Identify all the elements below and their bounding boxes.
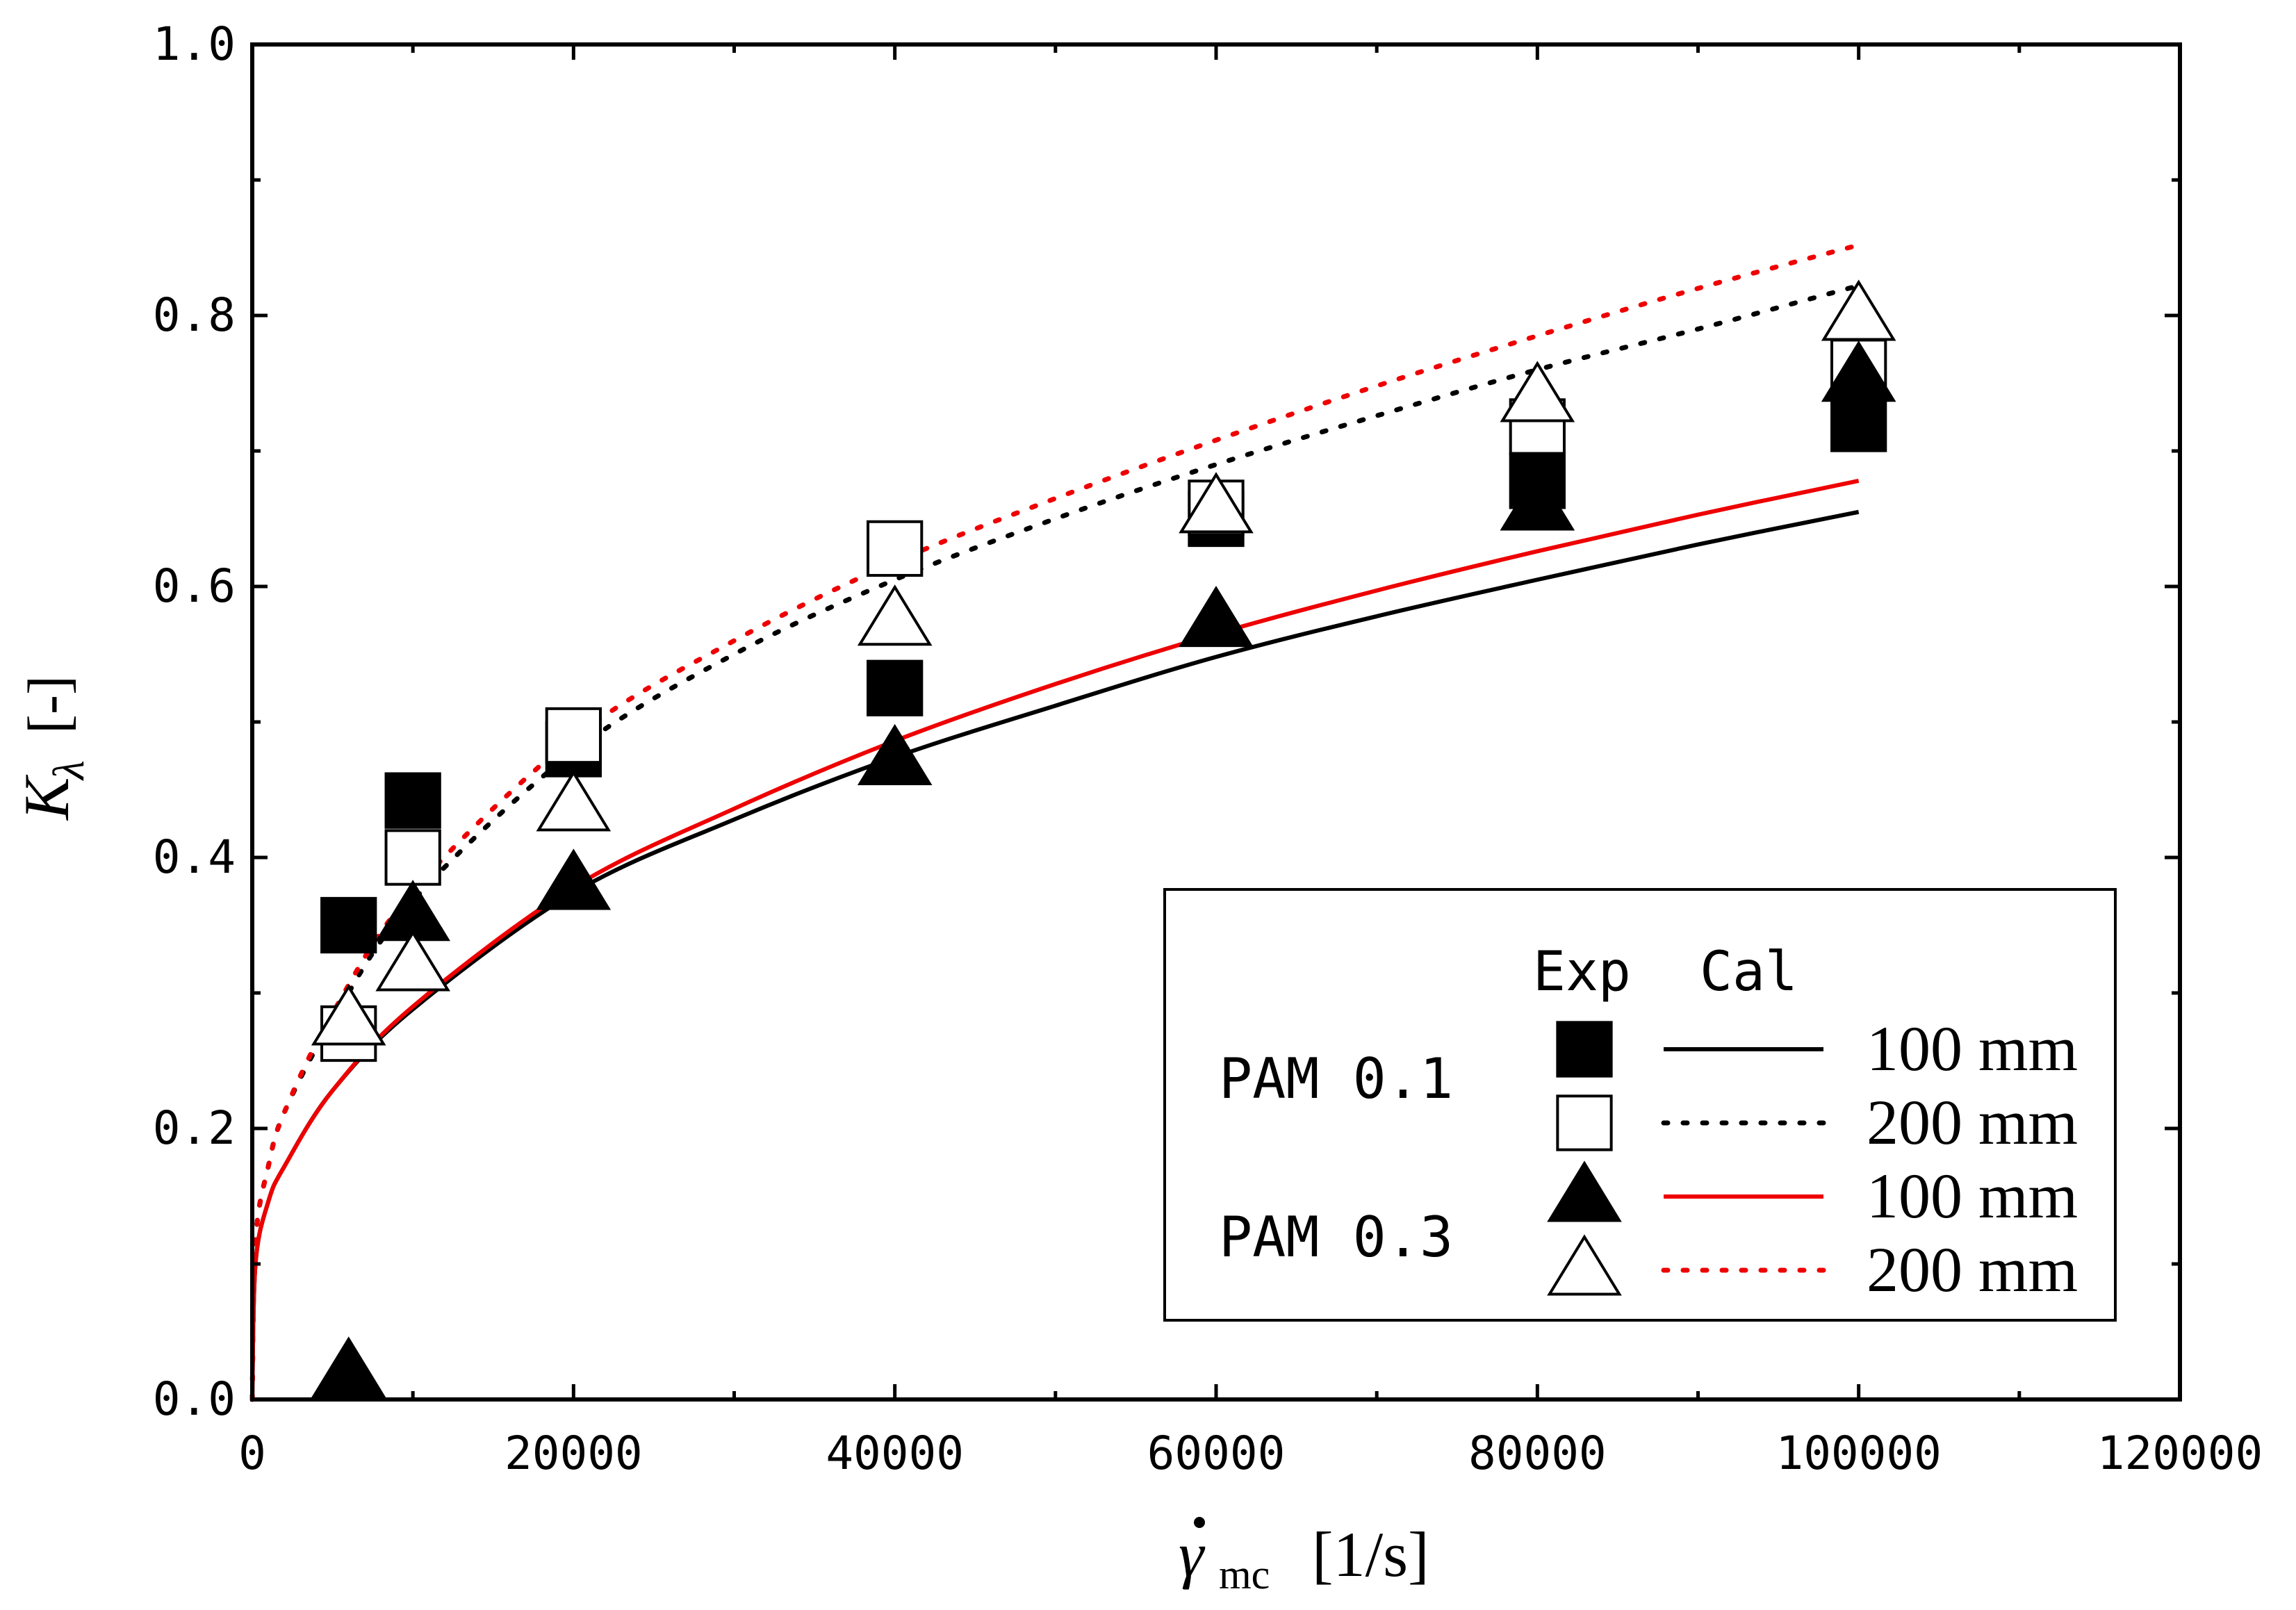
x-axis-symbol: γ	[1179, 1519, 1206, 1590]
calc-curve-3	[249, 243, 1862, 1402]
x-tick-label: 20000	[505, 1427, 643, 1480]
y-tick-label: 1.0	[153, 17, 236, 71]
x-tick-label: 80000	[1468, 1427, 1607, 1480]
legend-group-pam-0-3: PAM 0.3	[1219, 1205, 1453, 1270]
x-tick-label: 100000	[1776, 1427, 1941, 1480]
calc-curve-2	[250, 478, 1860, 1400]
x-axis-dot	[1194, 1517, 1205, 1528]
axis-ticks	[250, 42, 2182, 1402]
exp-point-filled-triangle	[1500, 469, 1575, 531]
exp-point-open-triangle	[1179, 472, 1254, 534]
exp-point-filled-triangle	[311, 1336, 386, 1398]
exp-point-open-square	[545, 707, 602, 764]
y-tick-label: 0.0	[153, 1372, 236, 1426]
y-tick-label: 0.4	[153, 830, 236, 884]
legend-marker-filled-square	[1556, 1021, 1613, 1078]
y-axis-subscript: λ	[44, 760, 93, 781]
exp-point-open-triangle	[1821, 279, 1896, 341]
exp-point-filled-triangle	[1179, 586, 1254, 648]
y-tick-label: 0.8	[153, 288, 236, 342]
y-axis-symbol: K	[11, 774, 82, 821]
exp-point-filled-square	[384, 772, 441, 829]
exp-point-filled-square	[1830, 395, 1887, 452]
exp-point-open-triangle	[1500, 361, 1575, 422]
legend-row-label: 100 mm	[1867, 1160, 2078, 1231]
legend-header-exp: Exp	[1533, 941, 1631, 1003]
x-axis-title: γ mc [1/s]	[1179, 1517, 1429, 1597]
x-tick-label: 0	[238, 1427, 266, 1480]
legend-row-label: 200 mm	[1867, 1234, 2078, 1305]
exp-point-filled-triangle	[857, 723, 933, 786]
exp-point-filled-square	[320, 896, 377, 954]
x-tick-label: 40000	[826, 1427, 964, 1480]
y-tick-label: 0.6	[153, 559, 236, 613]
exp-point-open-triangle	[536, 770, 612, 832]
legend-marker-filled-triangle	[1547, 1160, 1622, 1222]
exp-point-open-triangle	[375, 930, 450, 992]
exp-point-open-triangle	[311, 984, 386, 1046]
y-axis-title: K λ [-]	[11, 675, 93, 821]
exp-point-open-triangle	[857, 584, 933, 646]
legend-row-label: 100 mm	[1867, 1013, 2078, 1084]
exp-point-filled-triangle	[1821, 340, 1896, 402]
x-axis-subscript: mc	[1219, 1552, 1270, 1597]
legend-row-label: 200 mm	[1867, 1087, 2078, 1158]
legend-group-pam-0-1: PAM 0.1	[1219, 1046, 1453, 1111]
x-tick-label: 60000	[1147, 1427, 1286, 1480]
exp-point-filled-square	[867, 659, 924, 716]
y-tick-label: 0.2	[153, 1101, 236, 1155]
legend-marker-open-triangle	[1547, 1234, 1622, 1296]
legend-box	[1163, 888, 2117, 1322]
calculated-curves	[249, 243, 1862, 1402]
x-tick-label: 120000	[2097, 1427, 2263, 1480]
exp-point-open-square	[867, 520, 924, 577]
legend-header-cal: Cal	[1700, 941, 1798, 1003]
y-axis-unit: [-]	[17, 675, 81, 734]
experimental-markers	[311, 279, 1896, 1398]
exp-point-filled-triangle	[536, 848, 612, 910]
tick-labels: 0 20000 40000 60000 80000 100000 120000 0.0 0.2 0…	[153, 17, 2263, 1480]
x-axis-unit: [1/s]	[1312, 1519, 1429, 1590]
exp-point-open-square	[384, 829, 441, 886]
legend-marker-open-square	[1556, 1094, 1613, 1151]
